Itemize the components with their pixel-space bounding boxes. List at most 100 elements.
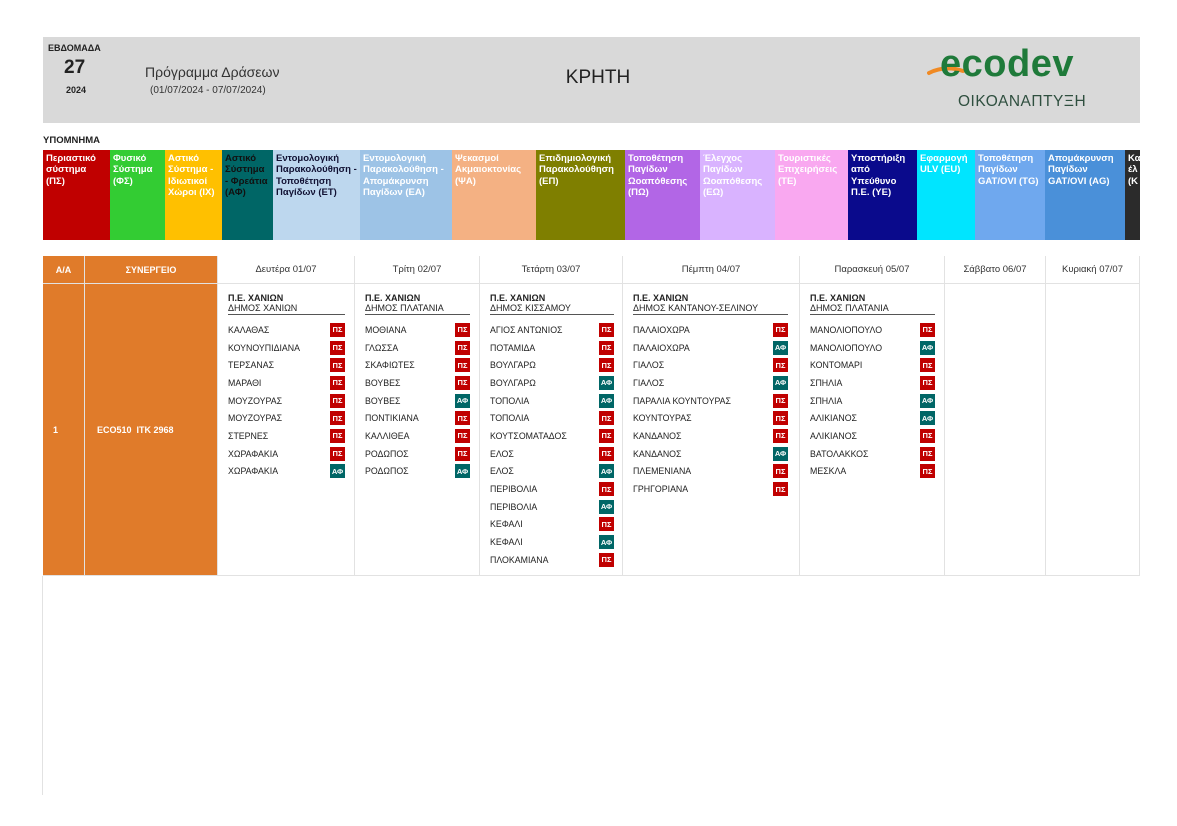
- legend-item: Εντομολογική Παρακολούθηση - Τοποθέτηση …: [273, 150, 360, 240]
- code-badge: ΠΣ: [599, 517, 614, 532]
- code-badge: ΑΦ: [455, 464, 470, 479]
- column-header: Δευτέρα 01/07: [218, 256, 355, 284]
- header-bar: ΕΒΔΟΜΑΔΑ 27 2024 Πρόγραμμα Δράσεων (01/0…: [43, 37, 1140, 123]
- code-badge: ΠΣ: [455, 411, 470, 426]
- place-name: ΒΟΥΛΓΑΡΩ: [490, 360, 536, 371]
- place-name: ΚΑΝΔΑΝΟΣ: [633, 448, 682, 459]
- entry: ΠΕΡΙΒΟΛΙΑ ΑΦ: [490, 498, 614, 516]
- place-name: ΓΡΗΓΟΡΙΑΝΑ: [633, 484, 689, 495]
- day-block: Π.Ε. ΧΑΝΙΩΝ ΔΗΜΟΣ ΠΛΑΤΑΝΙΑ ΜΑΝΟΛΙΟΠΟΥΛΟ ΠΣ Μ…: [810, 293, 935, 480]
- place-name: ΜΟΥΖΟΥΡΑΣ: [228, 395, 283, 406]
- entry: ΜΕΣΚΛΑ ΠΣ: [810, 463, 935, 481]
- entry: ΚΑΝΔΑΝΟΣ ΠΣ: [633, 427, 788, 445]
- code-badge: ΠΣ: [455, 446, 470, 461]
- place-name: ΣΚΑΦΙΩΤΕΣ: [365, 360, 415, 371]
- entry: ΤΟΠΟΛΙΑ ΑΦ: [490, 392, 614, 410]
- place-name: ΜΟΥΖΟΥΡΑΣ: [228, 413, 283, 424]
- legend-item: Τουριστικές Επιχειρήσεις (ΤΕ): [775, 150, 848, 240]
- header-row: Α/Α ΣΥΝΕΡΓΕΙΟ Δευτέρα 01/07 Τρίτη 02/07 Τετά…: [43, 256, 1140, 284]
- code-badge: ΠΣ: [920, 358, 935, 373]
- entry: ΓΛΩΣΣΑ ΠΣ: [365, 339, 470, 357]
- place-name: ΑΛΙΚΙΑΝΟΣ: [810, 413, 857, 424]
- place-name: ΠΛΟΚΑΜΙΑΝΑ: [490, 554, 549, 565]
- code-badge: ΑΦ: [455, 393, 470, 408]
- entry: ΓΙΑΛΟΣ ΠΣ: [633, 356, 788, 374]
- code-badge: ΠΣ: [599, 358, 614, 373]
- entry: ΠΟΤΑΜΙΔΑ ΠΣ: [490, 339, 614, 357]
- legend-item: Αστικό Σύστημα - Φρεάτια (ΑΦ): [222, 150, 273, 240]
- place-name: ΑΛΙΚΙΑΝΟΣ: [810, 430, 857, 441]
- code-badge: ΠΣ: [920, 464, 935, 479]
- logo: ecodev: [940, 43, 1074, 85]
- column-header: Τρίτη 02/07: [355, 256, 480, 284]
- code-badge: ΠΣ: [599, 552, 614, 567]
- regional-unit: Π.Ε. ΧΑΝΙΩΝ: [490, 293, 546, 303]
- entry: ΒΟΥΒΕΣ ΑΦ: [365, 392, 470, 410]
- code-badge: ΠΣ: [599, 482, 614, 497]
- day-block: Π.Ε. ΧΑΝΙΩΝ ΔΗΜΟΣ ΚΙΣΣΑΜΟΥ ΑΓΙΟΣ ΑΝΤΩΝΙΟΣ Π…: [490, 293, 614, 569]
- entry: ΜΑΝΟΛΙΟΠΟΥΛΟ ΠΣ: [810, 321, 935, 339]
- code-badge: ΠΣ: [920, 322, 935, 337]
- entry: ΒΟΥΛΓΑΡΩ ΑΦ: [490, 374, 614, 392]
- place-name: ΧΩΡΑΦΑΚΙΑ: [228, 448, 279, 459]
- entry: ΜΑΡΑΘΙ ΠΣ: [228, 374, 345, 392]
- code-badge: ΑΦ: [920, 393, 935, 408]
- code-badge: ΠΣ: [599, 428, 614, 443]
- entry: ΣΠΗΛΙΑ ΑΦ: [810, 392, 935, 410]
- code-badge: ΑΦ: [773, 340, 788, 355]
- legend-item: Τοποθέτηση Παγίδων GAT/OVI (TG): [975, 150, 1045, 240]
- entry: ΧΩΡΑΦΑΚΙΑ ΠΣ: [228, 445, 345, 463]
- legend-item: Περιαστικό σύστημα (ΠΣ): [43, 150, 110, 240]
- legend-item: Κα έλ (Κ: [1125, 150, 1140, 240]
- code-badge: ΠΣ: [455, 428, 470, 443]
- entry: ΑΓΙΟΣ ΑΝΤΩΝΙΟΣ ΠΣ: [490, 321, 614, 339]
- entry: ΠΑΛΑΙΟΧΩΡΑ ΑΦ: [633, 339, 788, 357]
- entry: ΚΟΝΤΟΜΑΡΙ ΠΣ: [810, 356, 935, 374]
- place-name: ΠΑΛΑΙΟΧΩΡΑ: [633, 324, 690, 335]
- entry: ΚΑΝΔΑΝΟΣ ΑΦ: [633, 445, 788, 463]
- place-name: ΠΕΡΙΒΟΛΙΑ: [490, 501, 538, 512]
- code-badge: ΠΣ: [330, 322, 345, 337]
- legend-item: Τοποθέτηση Παγίδων Ωοαπόθεσης (ΠΩ): [625, 150, 700, 240]
- place-name: ΚΕΦΑΛΙ: [490, 519, 523, 530]
- place-name: ΜΕΣΚΛΑ: [810, 466, 847, 477]
- day-cell: Π.Ε. ΧΑΝΙΩΝ ΔΗΜΟΣ ΚΙΣΣΑΜΟΥ ΑΓΙΟΣ ΑΝΤΩΝΙΟΣ Π…: [480, 284, 623, 576]
- column-header: ΣΥΝΕΡΓΕΙΟ: [85, 256, 218, 284]
- entry: ΜΟΘΙΑΝΑ ΠΣ: [365, 321, 470, 339]
- place-name: ΒΟΥΒΕΣ: [365, 377, 401, 388]
- code-badge: ΠΣ: [330, 375, 345, 390]
- entry: ΠΕΡΙΒΟΛΙΑ ΠΣ: [490, 480, 614, 498]
- week-number: 27: [64, 57, 86, 78]
- period: (01/07/2024 - 07/07/2024): [150, 85, 266, 96]
- year: 2024: [66, 85, 87, 95]
- entry: ΚΟΥΤΣΟΜΑΤΑΔΟΣ ΠΣ: [490, 427, 614, 445]
- place-name: ΜΑΝΟΛΙΟΠΟΥΛΟ: [810, 342, 883, 353]
- entry: ΚΑΛΛΙΘΕΑ ΠΣ: [365, 427, 470, 445]
- place-name: ΠΛΕΜΕΝΙΑΝΑ: [633, 466, 692, 477]
- entry: ΕΛΟΣ ΠΣ: [490, 445, 614, 463]
- code-badge: ΠΣ: [455, 375, 470, 390]
- code-badge: ΠΣ: [455, 322, 470, 337]
- municipality: ΔΗΜΟΣ ΚΑΝΤΑΝΟΥ-ΣΕΛΙΝΟΥ: [633, 303, 788, 315]
- column-header: Τετάρτη 03/07: [480, 256, 623, 284]
- place-name: ΤΟΠΟΛΙΑ: [490, 413, 530, 424]
- code-badge: ΠΣ: [773, 393, 788, 408]
- row-index: 1: [53, 424, 59, 435]
- place-name: ΚΟΝΤΟΜΑΡΙ: [810, 360, 863, 371]
- place-name: ΚΑΝΔΑΝΟΣ: [633, 430, 682, 441]
- column-header: Σάββατο 06/07: [945, 256, 1046, 284]
- logo-subtitle: ΟΙΚΟΑΝΑΠΤΥΞΗ: [958, 93, 1087, 110]
- code-badge: ΑΦ: [920, 411, 935, 426]
- entry: ΚΑΛΑΘΑΣ ΠΣ: [228, 321, 345, 339]
- place-name: ΑΓΙΟΣ ΑΝΤΩΝΙΟΣ: [490, 324, 563, 335]
- legend-item: Επιδημιολογική Παρακολούθηση (ΕΠ): [536, 150, 625, 240]
- code-badge: ΑΦ: [920, 340, 935, 355]
- entry: ΣΤΕΡΝΕΣ ΠΣ: [228, 427, 345, 445]
- table-row: 1 ECO510 ITK 2968 Π.Ε. ΧΑΝΙΩΝ ΔΗΜΟΣ ΧΑΝΙΩΝ Κ…: [43, 284, 1140, 576]
- entry: ΚΟΥΝΟΥΠΙΔΙΑΝΑ ΠΣ: [228, 339, 345, 357]
- place-name: ΕΛΟΣ: [490, 466, 514, 477]
- schedule-table: Α/Α ΣΥΝΕΡΓΕΙΟ Δευτέρα 01/07 Τρίτη 02/07 Τετά…: [43, 256, 1140, 576]
- code-badge: ΑΦ: [773, 375, 788, 390]
- code-badge: ΠΣ: [455, 340, 470, 355]
- code-badge: ΑΦ: [599, 499, 614, 514]
